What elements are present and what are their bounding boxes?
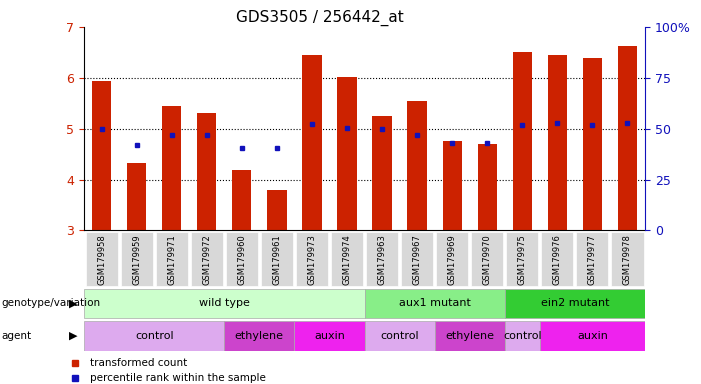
Text: agent: agent: [1, 331, 32, 341]
Bar: [224, 321, 294, 351]
Text: GSM179959: GSM179959: [132, 234, 141, 285]
Bar: [84, 289, 365, 318]
Bar: [372, 116, 392, 230]
Text: GSM179960: GSM179960: [238, 234, 246, 285]
Bar: [127, 163, 147, 230]
Text: ethylene: ethylene: [445, 331, 494, 341]
Bar: [611, 232, 644, 286]
Text: control: control: [380, 331, 419, 341]
Bar: [226, 232, 258, 286]
Bar: [84, 321, 224, 351]
Bar: [471, 232, 503, 286]
Bar: [191, 232, 223, 286]
Bar: [366, 232, 398, 286]
Text: aux1 mutant: aux1 mutant: [399, 298, 470, 308]
Text: ▶: ▶: [69, 331, 77, 341]
Bar: [442, 141, 462, 230]
Text: GSM179958: GSM179958: [97, 234, 106, 285]
Text: control: control: [135, 331, 174, 341]
Text: ▶: ▶: [69, 298, 77, 308]
Bar: [505, 321, 540, 351]
Bar: [337, 77, 357, 230]
Bar: [512, 52, 532, 230]
Text: auxin: auxin: [577, 331, 608, 341]
Text: GSM179963: GSM179963: [378, 234, 386, 285]
Bar: [92, 81, 111, 230]
Text: GSM179976: GSM179976: [553, 234, 562, 285]
Bar: [267, 190, 287, 230]
Bar: [261, 232, 293, 286]
Bar: [121, 232, 153, 286]
Text: GSM179978: GSM179978: [623, 234, 632, 285]
Text: GSM179971: GSM179971: [168, 234, 176, 285]
Bar: [294, 321, 365, 351]
Bar: [436, 232, 468, 286]
Bar: [232, 170, 252, 230]
Bar: [296, 232, 328, 286]
Bar: [401, 232, 433, 286]
Bar: [505, 289, 645, 318]
Text: GSM179975: GSM179975: [518, 234, 526, 285]
Bar: [156, 232, 188, 286]
Bar: [407, 101, 427, 230]
Title: GDS3505 / 256442_at: GDS3505 / 256442_at: [236, 9, 404, 25]
Text: percentile rank within the sample: percentile rank within the sample: [90, 373, 266, 383]
Text: GSM179970: GSM179970: [483, 234, 491, 285]
Bar: [477, 144, 497, 230]
Bar: [435, 321, 505, 351]
Text: ethylene: ethylene: [235, 331, 284, 341]
Text: auxin: auxin: [314, 331, 345, 341]
Bar: [162, 106, 182, 230]
Bar: [506, 232, 538, 286]
Bar: [583, 58, 602, 230]
Bar: [331, 232, 363, 286]
Text: genotype/variation: genotype/variation: [1, 298, 100, 308]
Text: ein2 mutant: ein2 mutant: [540, 298, 609, 308]
Bar: [197, 113, 217, 230]
Text: GSM179961: GSM179961: [273, 234, 281, 285]
Bar: [576, 232, 608, 286]
Text: control: control: [503, 331, 542, 341]
Text: GSM179967: GSM179967: [413, 234, 421, 285]
Bar: [86, 232, 118, 286]
Text: GSM179977: GSM179977: [588, 234, 597, 285]
Bar: [547, 55, 567, 230]
Text: transformed count: transformed count: [90, 358, 187, 368]
Text: GSM179974: GSM179974: [343, 234, 351, 285]
Bar: [302, 55, 322, 230]
Text: wild type: wild type: [199, 298, 250, 308]
Text: GSM179972: GSM179972: [203, 234, 211, 285]
Bar: [540, 321, 645, 351]
Bar: [365, 321, 435, 351]
Bar: [618, 46, 637, 230]
Text: GSM179969: GSM179969: [448, 234, 456, 285]
Bar: [541, 232, 573, 286]
Text: GSM179973: GSM179973: [308, 234, 316, 285]
Bar: [365, 289, 505, 318]
